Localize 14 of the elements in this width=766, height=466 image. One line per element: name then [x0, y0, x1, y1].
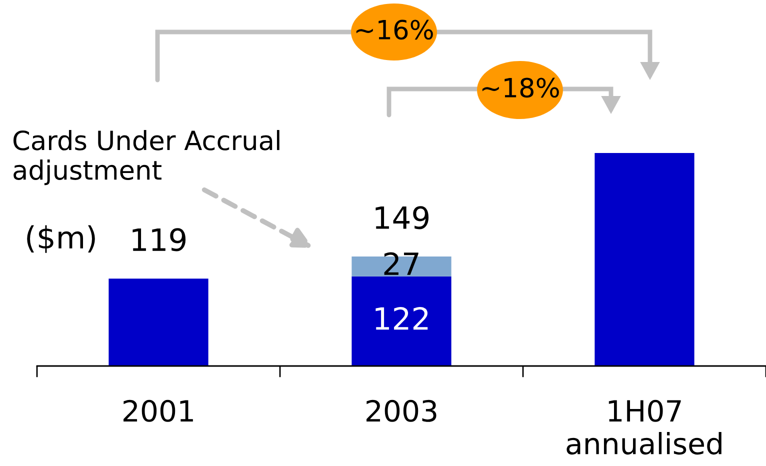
total-label: 119 [132, 228, 186, 252]
y-axis-title: ($m) [27, 225, 95, 253]
x-tick-label: 1H07 annualised [566, 400, 722, 455]
x-tick-label: 2001 [124, 400, 193, 422]
text: ~16% [356, 20, 433, 40]
annotation: Cards Under Accrual adjustment [13, 130, 280, 186]
data-label: 27 [384, 252, 418, 275]
x-tick-label: 2003 [366, 400, 436, 422]
bar [594, 153, 694, 366]
total-label: 149 [376, 206, 429, 230]
text: ~18% [482, 78, 559, 98]
data-label: 122 [376, 306, 428, 330]
bar [108, 278, 208, 366]
bar [352, 276, 452, 366]
